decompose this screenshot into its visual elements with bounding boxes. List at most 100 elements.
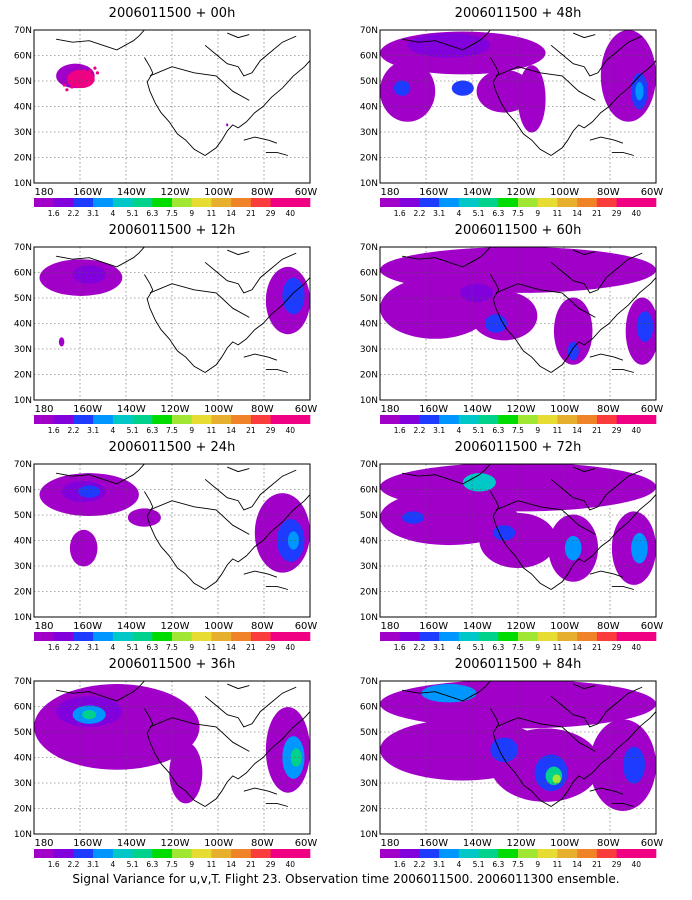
colorbar-swatch [636,849,657,858]
longitude-label: 120W [507,838,536,849]
latitude-label: 50N [14,728,32,738]
coastline [149,717,250,752]
coastline [243,353,278,361]
map-panel-24h: 2006011500 + 24h 70N 60N 50N 40N 30N 20N 10N 18… [12,440,332,655]
colorbar-label: 11 [553,643,563,652]
variance-contour [460,283,494,303]
latitude-label: 60N [14,703,32,713]
colorbar-swatch [270,849,291,858]
colorbar-swatch [34,632,55,641]
latitude-label: 10N [14,396,32,406]
colorbar-label: 29 [266,209,276,218]
latitude-label: 40N [360,537,378,547]
latitude-label: 40N [14,103,32,113]
colorbar-swatch [380,415,401,424]
longitude-label: 120W [161,187,190,198]
colorbar-label: 3.1 [433,643,445,652]
coastline [611,802,635,807]
latitude-label: 30N [360,779,378,789]
colorbar-label: 21 [592,860,602,869]
colorbar-swatch [380,198,401,207]
colorbar-swatch [439,198,460,207]
colorbar-label: 21 [246,860,256,869]
colorbar-swatch [250,849,271,858]
longitude-label: 140W [463,621,492,632]
longitude-label: 120W [507,621,536,632]
colorbar-label: 11 [553,209,563,218]
variance-contour [58,337,65,347]
variance-contour [600,30,656,122]
colorbar-label: 14 [226,643,236,652]
observation-point [80,79,84,83]
colorbar-swatch [419,632,440,641]
latitude-label: 70N [360,677,378,687]
colorbar-label: 11 [553,426,563,435]
longitude-label: 60W [295,404,318,415]
colorbar-label: 40 [286,426,296,435]
map-frame [33,29,311,184]
variance-contour [564,535,582,561]
variance-field [380,247,656,400]
colorbar-label: 3.1 [87,426,99,435]
variance-contour [169,742,203,804]
colorbar-label: 29 [612,209,622,218]
observation-point [72,77,77,82]
colorbar-swatch [518,849,539,858]
longitude-label: 160W [419,187,448,198]
coastline [243,136,278,144]
colorbar-swatch [152,198,173,207]
colorbar-label: 4 [456,860,461,869]
colorbar-label: 40 [286,860,296,869]
longitude-label: 160W [73,838,102,849]
colorbar-label: 3.1 [87,643,99,652]
colorbar-label: 21 [592,209,602,218]
latitude-label: 10N [14,613,32,623]
colorbar-label: 2.2 [67,860,79,869]
colorbar-swatch [270,415,291,424]
colorbar-label: 6.3 [492,860,504,869]
colorbar-label: 4 [110,643,115,652]
colorbar-label: 14 [572,860,582,869]
coastline [56,681,145,702]
colorbar-label: 40 [632,860,642,869]
map-frame [33,463,311,618]
observation-point [88,69,92,73]
colorbar-label: 5.1 [473,209,485,218]
latitude-label: 10N [360,179,378,189]
colorbar-label: 7.5 [512,209,524,218]
longitude-label: 180 [34,838,53,849]
colorbar-swatch [112,849,133,858]
colorbar-swatch [399,849,420,858]
variance-field [34,247,310,400]
longitude-label: 160W [419,838,448,849]
coastline [204,494,310,590]
colorbar-swatch [191,415,212,424]
coastline [490,491,552,590]
latitude-label: 30N [360,128,378,138]
longitude-label: 140W [463,187,492,198]
latitude-label: 20N [14,588,32,598]
colorbar-label: 5.1 [127,426,139,435]
latitude-label: 40N [360,320,378,330]
latitude-label: 50N [14,511,32,521]
longitude-label: 160W [73,621,102,632]
longitude-label: 60W [641,404,664,415]
latitude-label: 40N [360,103,378,113]
coastline [490,708,552,807]
colorbar-swatch [93,415,114,424]
colorbar-swatch [596,849,617,858]
coastline [227,249,250,256]
colorbar-label: 40 [286,209,296,218]
colorbar-swatch [231,415,252,424]
observation-point [75,82,79,86]
colorbar-swatch [93,632,114,641]
colorbar-swatch [380,632,401,641]
colorbar-swatch [596,415,617,424]
latitude-label: 40N [14,537,32,547]
coastline [204,60,310,156]
variance-contour [490,737,518,763]
colorbar-swatch [250,198,271,207]
longitude-label: 180 [380,621,399,632]
colorbar-label: 9 [535,426,540,435]
coastline [204,686,297,728]
